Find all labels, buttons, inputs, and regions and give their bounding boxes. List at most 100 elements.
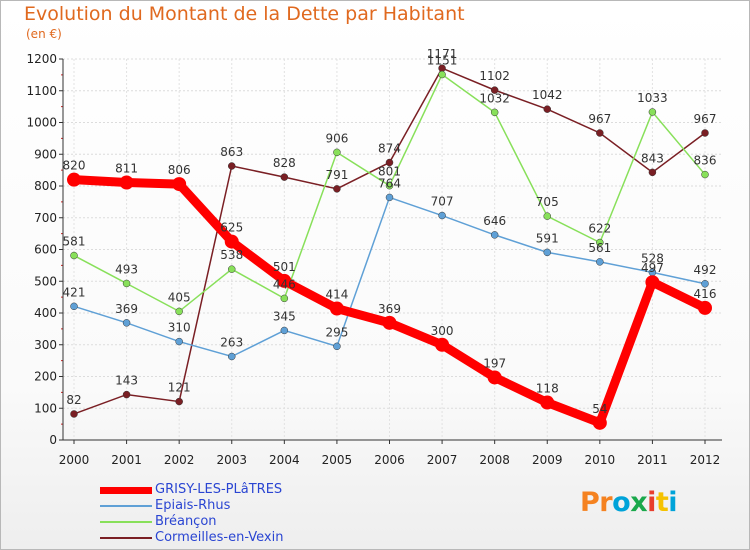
x-tick-label: 2012 (690, 453, 721, 467)
y-tick-label: 200 (34, 370, 57, 384)
point-cormeilles-en-vexin (175, 397, 183, 406)
point-br-an-on (385, 181, 394, 190)
point-grisy-les-pl-tres (382, 315, 397, 330)
point-cormeilles-en-vexin (543, 105, 551, 113)
point-grisy-les-pl-tres (435, 337, 450, 352)
data-label-cormeilles-en-vexin: 82 (66, 393, 81, 407)
point-cormeilles-en-vexin (701, 129, 709, 137)
point-br-an-on (543, 212, 551, 220)
data-label-cormeilles-en-vexin: 828 (273, 156, 296, 170)
x-tick-label: 2008 (479, 453, 510, 467)
point-epiais-rhus (385, 193, 394, 202)
data-label-cormeilles-en-vexin: 791 (325, 168, 348, 182)
data-label-grisy-les-pl-tres: 300 (431, 324, 454, 338)
point-grisy-les-pl-tres (698, 300, 712, 315)
point-epiais-rhus (122, 319, 131, 327)
point-br-an-on (70, 251, 78, 260)
proxiti-logo: Proxiti (580, 487, 678, 518)
y-tick-label: 0 (49, 433, 57, 447)
point-br-an-on (490, 108, 499, 117)
point-cormeilles-en-vexin (228, 162, 236, 170)
data-label-grisy-les-pl-tres: 414 (325, 288, 348, 302)
x-tick-label: 2009 (532, 453, 563, 467)
point-grisy-les-pl-tres (540, 395, 555, 410)
data-label-epiais-rhus: 369 (115, 302, 138, 316)
logo-letter: P (580, 487, 600, 518)
point-epiais-rhus (701, 280, 709, 288)
x-tick-label: 2003 (216, 453, 247, 467)
x-tick-label: 2010 (585, 453, 616, 467)
data-label-cormeilles-en-vexin: 121 (168, 381, 191, 395)
logo-letter: i (668, 487, 678, 518)
chart-subtitle: (en €) (26, 27, 62, 41)
x-tick-label: 2000 (59, 453, 90, 467)
data-label-cormeilles-en-vexin: 874 (378, 142, 401, 156)
data-label-epiais-rhus: 646 (483, 214, 506, 228)
data-label-br-an-on: 1033 (637, 91, 668, 105)
y-tick-label: 800 (34, 179, 57, 193)
point-cormeilles-en-vexin (280, 173, 289, 181)
legend-label: Cormeilles-en-Vexin (155, 530, 284, 545)
point-br-an-on (438, 70, 446, 79)
point-grisy-les-pl-tres (277, 273, 292, 288)
legend-swatch (100, 537, 152, 539)
point-cormeilles-en-vexin (648, 168, 657, 177)
point-epiais-rhus (438, 211, 446, 220)
y-tick-label: 300 (34, 338, 57, 352)
data-label-grisy-les-pl-tres: 416 (694, 287, 717, 301)
data-label-grisy-les-pl-tres: 806 (168, 163, 191, 177)
logo-letter: i (647, 487, 656, 518)
logo-letter: x (630, 487, 648, 518)
data-label-cormeilles-en-vexin: 1171 (427, 47, 458, 61)
legend-swatch (100, 487, 152, 494)
data-label-epiais-rhus: 310 (168, 321, 191, 335)
x-tick-label: 2004 (269, 453, 300, 467)
logo-letter: t (655, 487, 669, 518)
data-label-br-an-on: 538 (220, 248, 243, 262)
data-label-epiais-rhus: 421 (63, 285, 86, 299)
point-br-an-on (333, 148, 341, 157)
point-grisy-les-pl-tres (592, 415, 607, 430)
data-label-br-an-on: 581 (63, 235, 86, 249)
data-label-epiais-rhus: 345 (273, 309, 296, 323)
legend-label: Epiais-Rhus (155, 498, 231, 513)
x-tick-label: 2011 (637, 453, 668, 467)
point-cormeilles-en-vexin (596, 129, 604, 137)
x-tick-label: 2002 (164, 453, 195, 467)
legend-swatch (100, 521, 152, 523)
data-label-grisy-les-pl-tres: 811 (115, 162, 138, 176)
data-label-grisy-les-pl-tres: 369 (378, 302, 401, 316)
data-label-grisy-les-pl-tres: 497 (641, 261, 664, 275)
x-tick-label: 2005 (322, 453, 353, 467)
data-label-cormeilles-en-vexin: 1042 (532, 88, 563, 102)
data-label-br-an-on: 493 (115, 262, 138, 276)
x-tick-label: 2006 (374, 453, 405, 467)
legend-label: GRISY-LES-PLâTRES (155, 482, 283, 497)
y-tick-label: 1100 (26, 84, 57, 98)
legend-swatch (100, 505, 152, 507)
point-grisy-les-pl-tres (487, 370, 502, 385)
y-tick-label: 700 (34, 211, 57, 225)
data-label-br-an-on: 906 (325, 131, 348, 145)
point-epiais-rhus (175, 337, 183, 346)
point-epiais-rhus (280, 326, 289, 335)
y-tick-label: 600 (34, 243, 57, 257)
y-tick-label: 500 (34, 274, 57, 288)
point-br-an-on (596, 238, 604, 247)
point-cormeilles-en-vexin (385, 158, 394, 167)
data-label-br-an-on: 705 (536, 195, 559, 209)
point-br-an-on (648, 108, 657, 116)
y-tick-label: 400 (34, 306, 57, 320)
point-epiais-rhus (490, 231, 499, 239)
point-br-an-on (228, 265, 236, 273)
data-label-grisy-les-pl-tres: 197 (483, 356, 506, 370)
point-epiais-rhus (596, 258, 604, 266)
data-label-grisy-les-pl-tres: 118 (536, 382, 559, 396)
data-label-cormeilles-en-vexin: 967 (694, 112, 717, 126)
logo-letter: r (599, 487, 613, 518)
y-tick-label: 100 (34, 401, 57, 415)
chart-title: Evolution du Montant de la Dette par Hab… (24, 3, 465, 25)
y-tick-label: 900 (34, 147, 57, 161)
